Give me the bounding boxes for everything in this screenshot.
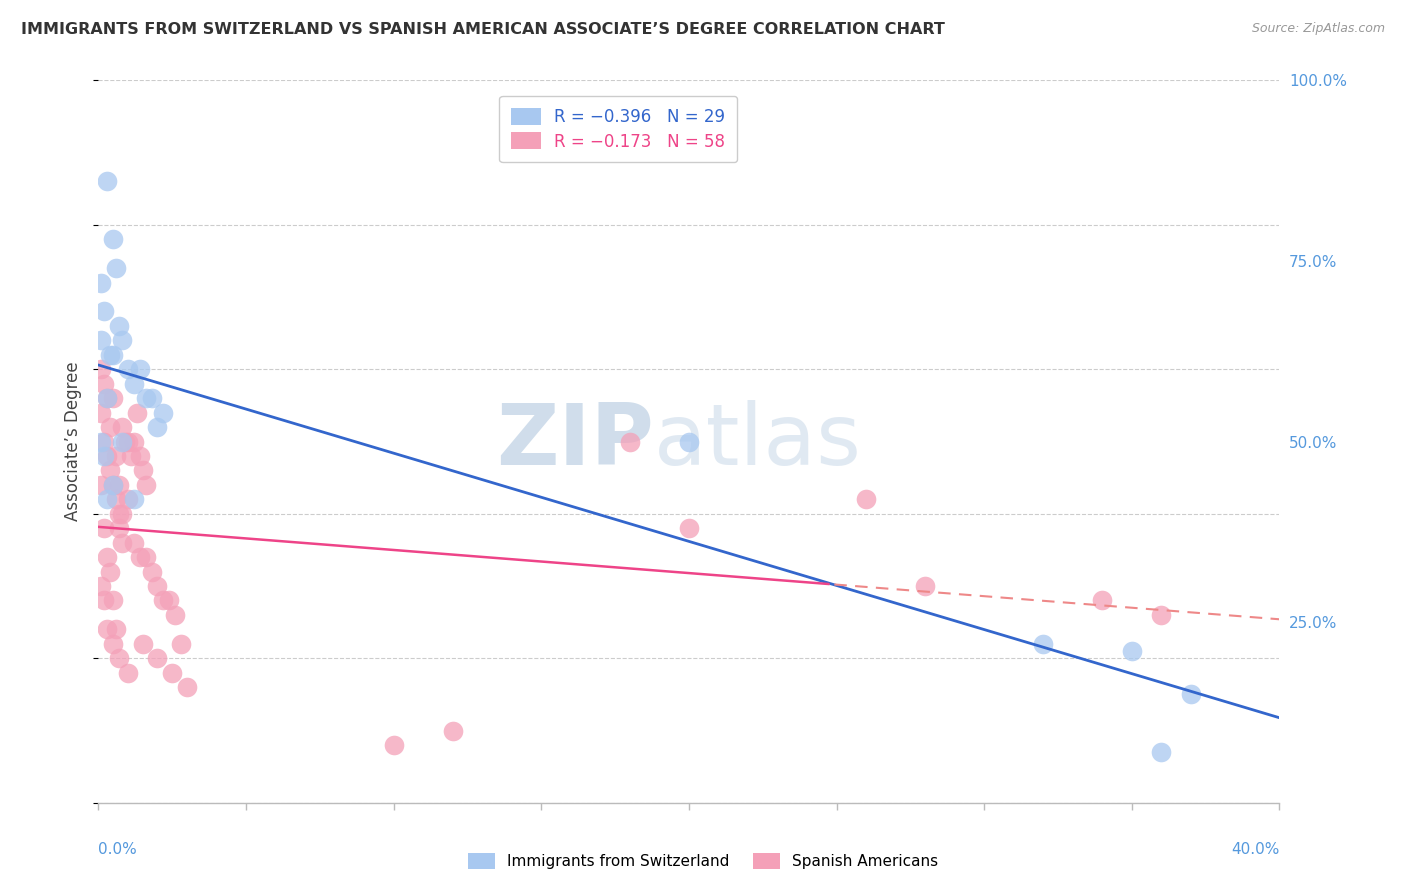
Point	[108, 651, 131, 665]
Point	[98, 420, 121, 434]
Text: 40.0%: 40.0%	[1232, 842, 1279, 856]
Point	[1121, 644, 1143, 658]
Point	[141, 565, 163, 579]
Point	[152, 593, 174, 607]
Point	[1091, 593, 1114, 607]
Point	[108, 521, 131, 535]
Point	[90, 276, 112, 290]
Point	[103, 593, 125, 607]
Point	[98, 463, 121, 477]
Point	[170, 637, 193, 651]
Point	[108, 507, 131, 521]
Point	[103, 348, 125, 362]
Point	[141, 391, 163, 405]
Point	[103, 478, 125, 492]
Point	[111, 434, 134, 449]
Legend: Immigrants from Switzerland, Spanish Americans: Immigrants from Switzerland, Spanish Ame…	[461, 847, 945, 875]
Text: Source: ZipAtlas.com: Source: ZipAtlas.com	[1251, 22, 1385, 36]
Point	[98, 348, 121, 362]
Point	[132, 637, 155, 651]
Point	[1032, 637, 1054, 651]
Point	[93, 449, 115, 463]
Point	[105, 261, 128, 276]
Point	[108, 478, 131, 492]
Point	[93, 521, 115, 535]
Point	[125, 406, 148, 420]
Point	[117, 492, 139, 507]
Point	[105, 492, 128, 507]
Point	[111, 334, 134, 348]
Point	[122, 492, 145, 507]
Point	[105, 449, 128, 463]
Point	[93, 376, 115, 391]
Point	[103, 232, 125, 246]
Point	[132, 463, 155, 477]
Point	[135, 391, 157, 405]
Point	[122, 434, 145, 449]
Point	[93, 593, 115, 607]
Point	[128, 550, 150, 565]
Point	[1150, 607, 1173, 622]
Point	[96, 550, 118, 565]
Point	[855, 492, 877, 507]
Point	[90, 579, 112, 593]
Point	[441, 723, 464, 738]
Text: IMMIGRANTS FROM SWITZERLAND VS SPANISH AMERICAN ASSOCIATE’S DEGREE CORRELATION C: IMMIGRANTS FROM SWITZERLAND VS SPANISH A…	[21, 22, 945, 37]
Point	[96, 391, 118, 405]
Point	[382, 738, 405, 752]
Point	[678, 434, 700, 449]
Point	[103, 637, 125, 651]
Legend: R = −0.396   N = 29, R = −0.173   N = 58: R = −0.396 N = 29, R = −0.173 N = 58	[499, 95, 737, 162]
Point	[122, 376, 145, 391]
Point	[117, 362, 139, 376]
Point	[96, 623, 118, 637]
Point	[122, 535, 145, 549]
Point	[117, 434, 139, 449]
Point	[111, 535, 134, 549]
Point	[90, 334, 112, 348]
Point	[146, 420, 169, 434]
Point	[111, 420, 134, 434]
Point	[108, 318, 131, 333]
Point	[678, 521, 700, 535]
Point	[176, 680, 198, 694]
Point	[162, 665, 183, 680]
Point	[146, 651, 169, 665]
Point	[128, 362, 150, 376]
Point	[90, 406, 112, 420]
Point	[105, 623, 128, 637]
Point	[135, 550, 157, 565]
Point	[111, 507, 134, 521]
Point	[103, 391, 125, 405]
Point	[103, 478, 125, 492]
Text: ZIP: ZIP	[496, 400, 654, 483]
Text: atlas: atlas	[654, 400, 862, 483]
Point	[90, 434, 112, 449]
Point	[98, 565, 121, 579]
Point	[96, 492, 118, 507]
Point	[135, 478, 157, 492]
Point	[1180, 687, 1202, 701]
Point	[93, 304, 115, 318]
Point	[157, 593, 180, 607]
Point	[90, 478, 112, 492]
Point	[96, 449, 118, 463]
Point	[90, 362, 112, 376]
Point	[165, 607, 187, 622]
Text: 0.0%: 0.0%	[98, 842, 138, 856]
Point	[619, 434, 641, 449]
Point	[914, 579, 936, 593]
Point	[128, 449, 150, 463]
Point	[114, 434, 136, 449]
Point	[117, 665, 139, 680]
Point	[152, 406, 174, 420]
Y-axis label: Associate’s Degree: Associate’s Degree	[65, 362, 83, 521]
Point	[1150, 745, 1173, 759]
Point	[120, 449, 142, 463]
Point	[96, 174, 118, 188]
Point	[146, 579, 169, 593]
Point	[93, 434, 115, 449]
Point	[96, 391, 118, 405]
